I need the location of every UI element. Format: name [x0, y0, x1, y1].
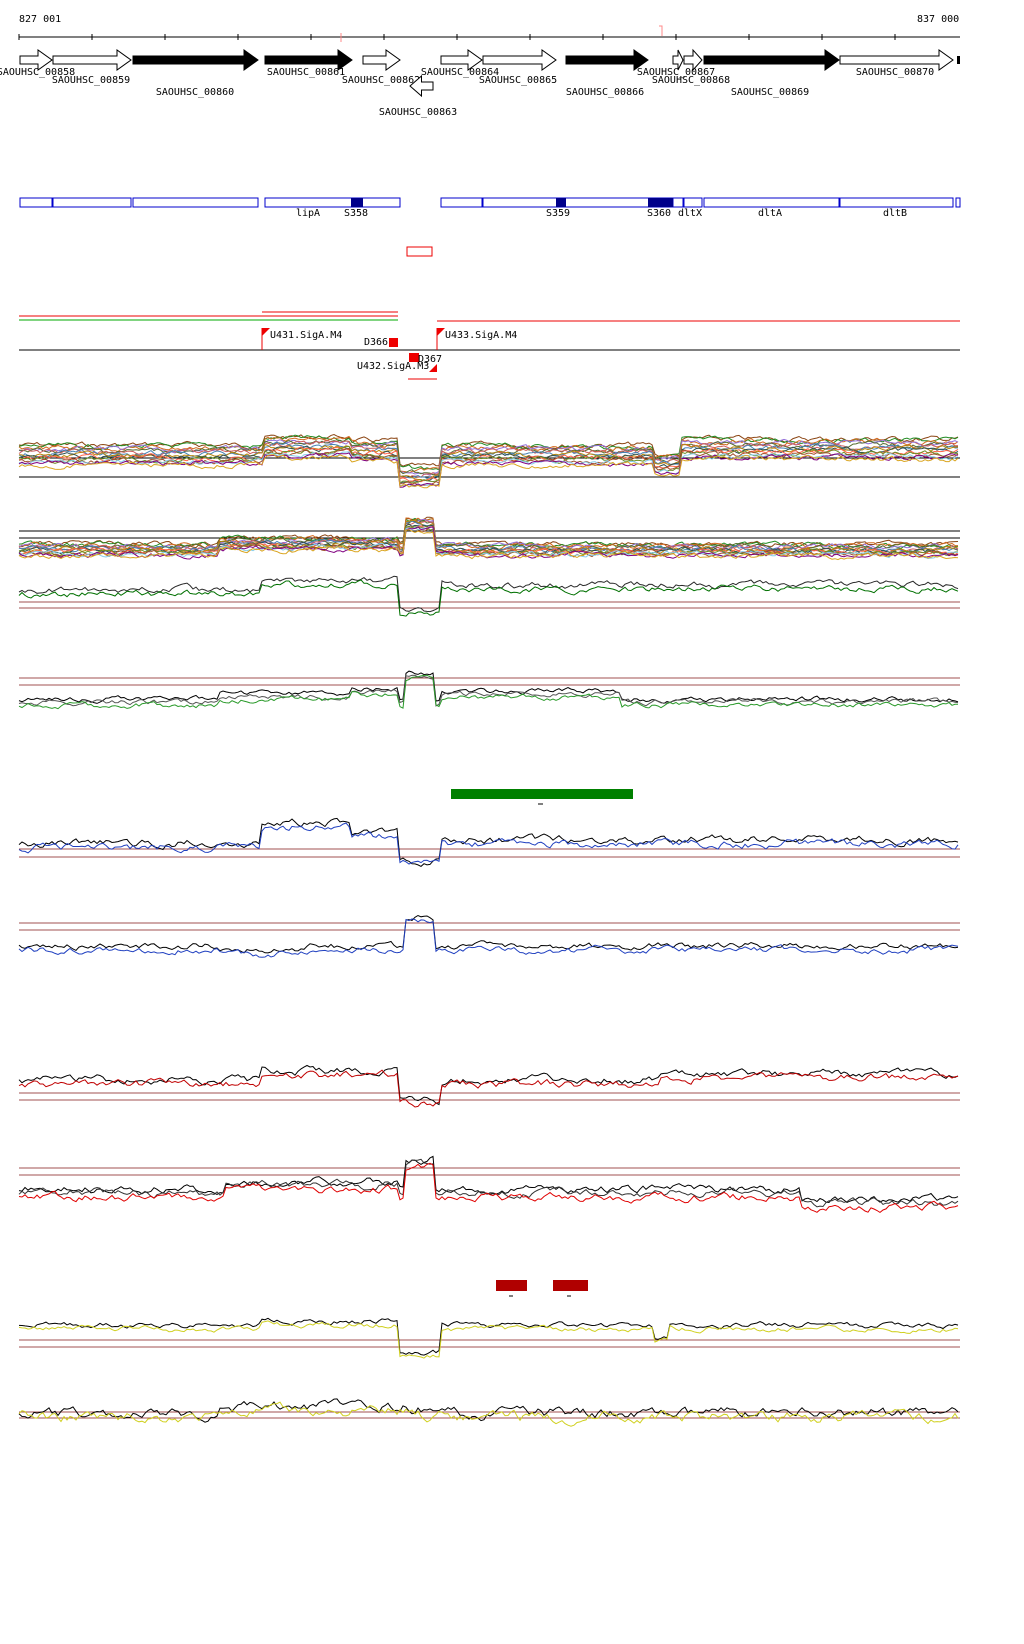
promoter-label: U432.SigA.M3: [357, 361, 429, 372]
signal-line: [18, 918, 959, 958]
feature-box: [703, 197, 840, 208]
signal-line: [18, 529, 959, 561]
gene-label: SAOUHSC_00868: [652, 75, 730, 86]
promoter-flag: [262, 328, 270, 336]
feature-label: S358: [344, 208, 368, 219]
feature-label: S360: [647, 208, 671, 219]
feature-box: [132, 197, 259, 208]
feature-block: [648, 198, 673, 207]
signal-line: [18, 575, 959, 613]
ruler-mark: [659, 25, 663, 36]
gene-arrow: [19, 49, 53, 71]
feature-label: dltB: [883, 208, 907, 219]
feature-box: [482, 197, 674, 208]
feature-box: [264, 197, 401, 208]
gene-label: SAOUHSC_00870: [856, 67, 934, 78]
signal-line: [18, 1064, 959, 1106]
signal-line: [18, 452, 959, 488]
signal-line: [18, 579, 959, 617]
promoter-label: D366: [364, 337, 388, 348]
promoter-box: [409, 353, 419, 362]
signal-line: [18, 822, 959, 865]
feature-block: [351, 198, 363, 207]
gene-arrow: [957, 56, 960, 64]
signal-line: [18, 1162, 959, 1214]
gene-label: SAOUHSC_00865: [479, 75, 557, 86]
ruler-end: 837 000: [917, 14, 959, 25]
feature-label: lipA: [296, 208, 320, 219]
signal-line: [18, 674, 959, 707]
gene-arrow: [440, 49, 483, 71]
signal-line: [18, 433, 959, 467]
gene-arrow: [683, 48, 703, 72]
feature-block: [556, 198, 566, 207]
signal-line: [18, 523, 959, 556]
gene-label: SAOUHSC_00859: [52, 75, 130, 86]
promoter-label: U433.SigA.M4: [445, 330, 517, 341]
region-box: [406, 246, 433, 257]
segment-bar: [553, 1280, 588, 1291]
ruler-start: 827 001: [19, 14, 61, 25]
gene-arrow: [409, 74, 434, 98]
gene-label: SAOUHSC_00867: [637, 67, 715, 78]
signal-line: [18, 670, 959, 704]
gene-label: SAOUHSC_00869: [731, 87, 809, 98]
gene-arrow: [703, 49, 840, 71]
gene-label: SAOUHSC_00863: [379, 107, 457, 118]
signal-line: [18, 674, 959, 710]
feature-box: [839, 197, 954, 208]
signal-line: [18, 1317, 959, 1356]
gene-arrow: [482, 49, 557, 71]
feature-label: dltX: [678, 208, 702, 219]
gene-arrow: [52, 49, 132, 71]
signal-line: [18, 519, 959, 555]
promoter-flag: [429, 364, 437, 372]
feature-box: [672, 197, 684, 208]
promoter-label: U431.SigA.M4: [270, 330, 342, 341]
promoter-flag: [437, 328, 445, 336]
signal-line: [18, 454, 959, 489]
promoter-label: D367: [418, 354, 442, 365]
signal-line: [18, 445, 958, 484]
segment-bar: [451, 789, 633, 799]
promoter-box: [389, 338, 398, 347]
gene-label: SAOUHSC_00861: [267, 67, 345, 78]
gene-label: SAOUHSC_00860: [156, 87, 234, 98]
signal-line: [18, 817, 959, 867]
gene-arrow: [132, 49, 259, 71]
signal-line: [18, 1398, 959, 1423]
gene-arrow: [264, 49, 353, 71]
gene-label: SAOUHSC_00864: [421, 67, 499, 78]
gene-arrow: [672, 49, 684, 71]
feature-box: [955, 197, 961, 208]
signal-line: [18, 434, 959, 471]
feature-label: dltA: [758, 208, 782, 219]
segment-bar: [496, 1280, 527, 1291]
signal-line: [18, 1158, 959, 1208]
feature-box: [440, 197, 483, 208]
feature-box: [19, 197, 53, 208]
signal-line: [18, 438, 959, 476]
feature-box: [683, 197, 703, 208]
signal-line: [18, 440, 959, 478]
gene-arrow: [362, 49, 401, 71]
signal-line: [18, 1320, 959, 1359]
signal-line: [18, 517, 959, 550]
signal-line: [18, 1069, 959, 1108]
gene-label: SAOUHSC_00862: [342, 75, 420, 86]
signal-line: [18, 1401, 959, 1427]
gene-arrow: [839, 49, 954, 71]
gene-label: SAOUHSC_00858: [0, 67, 75, 78]
signal-line: [18, 914, 959, 954]
feature-label: S359: [546, 208, 570, 219]
gene-label: SAOUHSC_00866: [566, 87, 644, 98]
gene-arrow: [565, 49, 649, 71]
feature-box: [52, 197, 132, 208]
signal-line: [18, 445, 959, 484]
signal-line: [18, 516, 959, 549]
